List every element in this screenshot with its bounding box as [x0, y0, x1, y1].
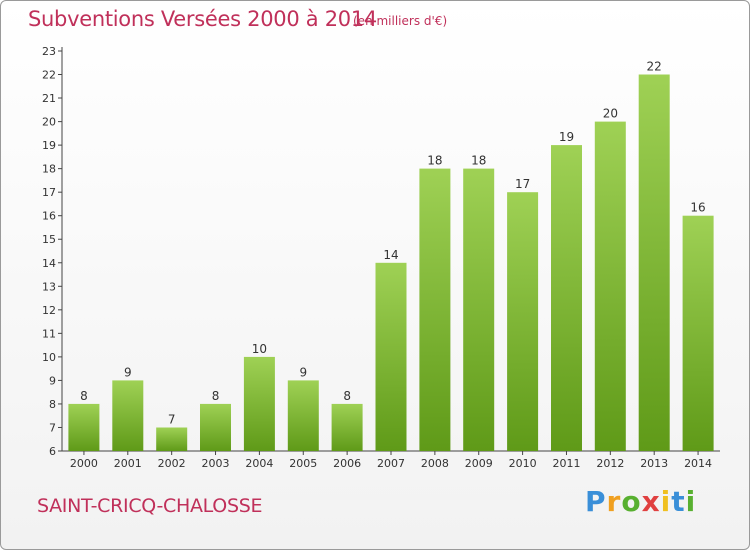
- bar-2012: [594, 121, 626, 451]
- data-label-2007: 14: [383, 248, 398, 262]
- x-tick-label-2004: 2004: [245, 457, 273, 470]
- x-tick-label-2013: 2013: [640, 457, 668, 470]
- data-label-2014: 16: [690, 201, 705, 215]
- data-label-2004: 10: [252, 342, 267, 356]
- data-label-2008: 18: [427, 154, 442, 168]
- bar-2005: [287, 380, 319, 451]
- y-tick-label: 6: [49, 445, 56, 458]
- bar-2002: [156, 427, 188, 451]
- y-tick-label: 15: [42, 233, 56, 246]
- bar-2004: [243, 356, 275, 451]
- x-tick-label-2000: 2000: [70, 457, 98, 470]
- bar-2006: [331, 403, 363, 451]
- y-tick-label: 16: [42, 210, 56, 223]
- data-label-2009: 18: [471, 154, 486, 168]
- y-tick-label: 17: [42, 186, 56, 199]
- proxiti-logo: Proxiti: [585, 485, 697, 518]
- bar-2013: [638, 74, 670, 451]
- y-tick-label: 8: [49, 398, 56, 411]
- y-tick-label: 20: [42, 116, 56, 129]
- x-tick-label-2003: 2003: [202, 457, 230, 470]
- chart-subtitle: (en milliers d'€): [353, 14, 448, 28]
- bar-2008: [419, 168, 451, 451]
- data-label-2002: 7: [168, 412, 176, 426]
- y-tick-label: 22: [42, 69, 56, 82]
- chart-title: Subventions Versées 2000 à 2014: [28, 7, 377, 31]
- data-label-2006: 8: [343, 389, 351, 403]
- x-tick-label-2010: 2010: [509, 457, 537, 470]
- y-tick-label: 11: [42, 327, 56, 340]
- data-label-2012: 20: [603, 107, 618, 121]
- x-tick-label-2011: 2011: [552, 457, 580, 470]
- data-label-2000: 8: [80, 389, 88, 403]
- bar-2001: [112, 380, 144, 451]
- x-tick-label-2005: 2005: [289, 457, 317, 470]
- x-tick-label-2014: 2014: [684, 457, 712, 470]
- data-label-2005: 9: [299, 365, 307, 379]
- y-tick-label: 19: [42, 139, 56, 152]
- data-label-2010: 17: [515, 177, 530, 191]
- y-tick-label: 10: [42, 351, 56, 364]
- y-tick-label: 13: [42, 280, 56, 293]
- bar-2003: [200, 403, 231, 451]
- bar-2000: [68, 403, 100, 451]
- data-label-2003: 8: [212, 389, 220, 403]
- y-tick-label: 12: [42, 304, 56, 317]
- x-tick-label-2001: 2001: [114, 457, 142, 470]
- x-tick-label-2002: 2002: [158, 457, 186, 470]
- y-tick-label: 7: [49, 421, 56, 434]
- x-tick-label-2012: 2012: [596, 457, 624, 470]
- bar-2007: [375, 262, 407, 451]
- chart-axes: 6 7 8 9 10 11 12 13 14 15 16 17 18 19 20 21 22 23 2000 2001…: [42, 45, 720, 470]
- data-label-2013: 22: [647, 60, 662, 74]
- chart-bars: [68, 74, 714, 451]
- chart-data-labels: 8 9 7 8 10 9 8 14 18 18 17 19 20 22 16: [80, 60, 706, 427]
- data-label-2011: 19: [559, 130, 574, 144]
- x-tick-label-2007: 2007: [377, 457, 405, 470]
- x-tick-label-2008: 2008: [421, 457, 449, 470]
- y-tick-label: 18: [42, 163, 56, 176]
- bar-2009: [463, 168, 495, 451]
- bar-2014: [682, 215, 714, 451]
- y-tick-label: 23: [42, 45, 56, 58]
- commune-name: SAINT-CRICQ-CHALOSSE: [37, 495, 263, 517]
- x-tick-label-2009: 2009: [465, 457, 493, 470]
- bar-2010: [507, 192, 539, 451]
- y-tick-label: 9: [49, 374, 56, 387]
- x-tick-label-2006: 2006: [333, 457, 361, 470]
- data-label-2001: 9: [124, 365, 132, 379]
- y-tick-label: 14: [42, 257, 56, 270]
- bar-2011: [551, 145, 582, 451]
- y-tick-label: 21: [42, 92, 56, 105]
